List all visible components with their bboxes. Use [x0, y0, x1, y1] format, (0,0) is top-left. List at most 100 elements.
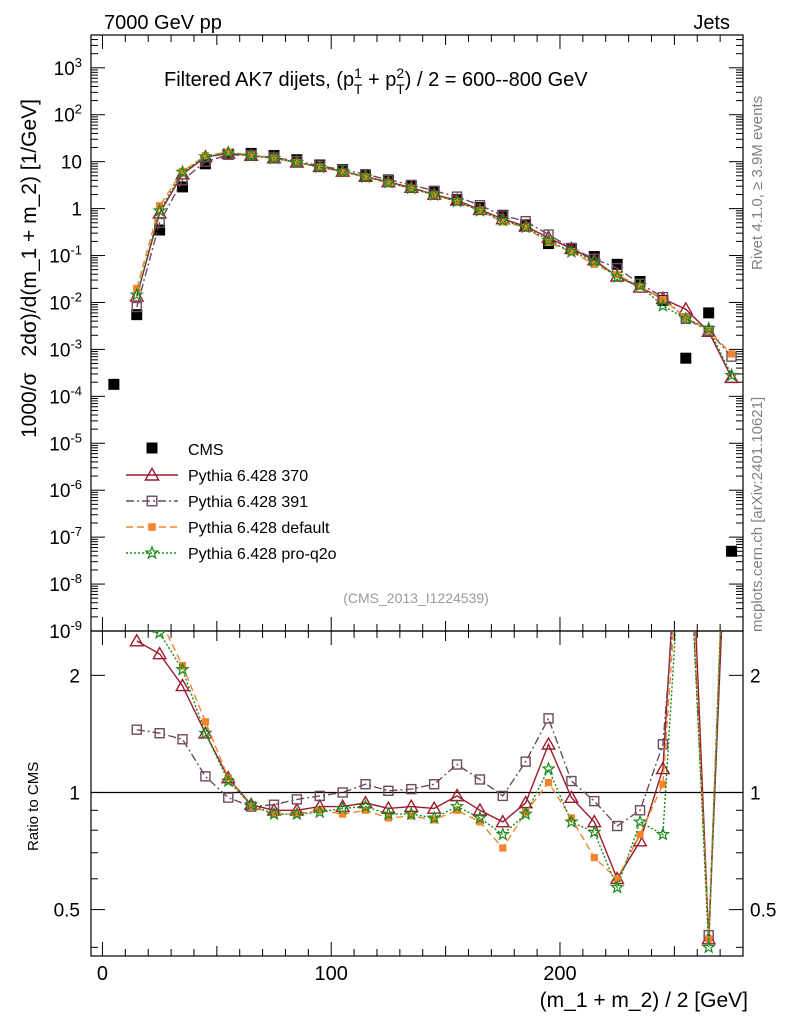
main-plot-frame: [90, 34, 744, 632]
ratio-series-point: [499, 844, 507, 852]
y-tick-mantissa: 10: [54, 106, 75, 127]
series-point: [381, 174, 396, 189]
ratio-series-point: [497, 790, 508, 802]
y-tick-exponent: -2: [70, 289, 82, 304]
cms-point: [680, 352, 692, 364]
ratio-series-point: [361, 806, 370, 814]
ratio-series-point: [200, 771, 211, 782]
ratio-series-point: [360, 779, 371, 790]
ratio-series-point: [358, 798, 373, 813]
ratio-y-tick-label-right: 1: [750, 783, 761, 804]
ratio-series-point: [589, 795, 600, 807]
ratio-series-point: [522, 808, 530, 816]
analysis-tag: (CMS_2013_I1224539): [343, 590, 489, 606]
ratio-series-point: [266, 806, 282, 821]
header-right: Jets: [693, 12, 730, 34]
ratio-series-point: [131, 724, 142, 735]
series-point: [613, 271, 621, 279]
series-point: [727, 350, 736, 358]
series-point: [358, 169, 373, 184]
series-point: [316, 163, 324, 171]
ratio-series-point: [224, 774, 232, 782]
ratio-series-point: [520, 756, 531, 767]
ratio-series-point: [293, 810, 301, 818]
y-tick-exponent: -4: [70, 383, 82, 398]
ratio-series-point: [381, 806, 396, 821]
series-line: [136, 151, 733, 355]
ratio-series-group: [129, 631, 723, 954]
series-point: [129, 287, 144, 302]
ratio-series-point: [177, 734, 188, 745]
y-tick-exponent: 3: [75, 55, 82, 70]
y-tick-mantissa: 10: [54, 59, 75, 80]
y-tick-exponent: -8: [70, 571, 82, 586]
series-point: [335, 163, 350, 178]
series-point: [201, 151, 209, 160]
legend-marker: [146, 495, 158, 507]
series-point: [131, 301, 142, 313]
series-point: [361, 173, 370, 181]
legend-label: Pythia 6.428 391: [188, 494, 308, 511]
cms-point: [131, 309, 143, 321]
y-tick-exponent: -9: [70, 618, 82, 633]
ratio-y-tick-label: 0.5: [54, 901, 80, 922]
series-point: [177, 175, 188, 186]
plot-title: Filtered AK7 dijets, (p1 T + p2 T) / 2 = 6…: [164, 65, 588, 97]
plot-title-sup2: 2: [396, 65, 404, 81]
ratio-series-point: [657, 739, 669, 750]
legend-marker: [148, 523, 156, 531]
x-tick-label: 0: [97, 963, 108, 985]
ratio-series-point: [451, 759, 463, 770]
ratio-series-point: [564, 814, 579, 829]
ratio-series-point: [337, 787, 348, 798]
main-y-axis-ticks: 10-910-810-710-610-510-410-310-210-11101…: [49, 34, 743, 643]
series-point: [678, 311, 694, 325]
series-point: [567, 248, 576, 256]
series-point: [221, 145, 236, 159]
series-line: [136, 154, 733, 358]
y-tick-label: 10-4: [49, 383, 82, 408]
y-tick-exponent: -5: [70, 430, 82, 445]
y-tick-label: 10-5: [49, 430, 82, 455]
ratio-series-line: [136, 631, 722, 936]
x-axis-label: (m_1 + m_2) / 2 [GeV]: [540, 989, 748, 1012]
ratio-y-tick-label-right: 2: [750, 666, 761, 687]
ratio-y-tick-label: 1: [69, 783, 80, 804]
ratio-series-point: [152, 646, 168, 660]
ratio-series-point: [243, 797, 259, 811]
series-point: [564, 244, 579, 259]
series-point: [609, 269, 625, 284]
legend-label: Pythia 6.428 370: [188, 468, 308, 485]
ratio-series-point: [335, 800, 350, 815]
y-tick-label: 10: [61, 153, 82, 174]
cms-point: [154, 224, 166, 236]
legend-marker: [144, 466, 160, 481]
ratio-y-axis-label: Ratio to CMS: [25, 762, 42, 851]
ratio-series-point: [655, 826, 671, 841]
series-point: [472, 203, 488, 217]
ratio-series-point: [541, 736, 557, 750]
series-point: [636, 282, 644, 290]
y-tick-label: 10-1: [49, 243, 82, 268]
y-tick-mantissa: 10: [49, 528, 70, 549]
series-point: [289, 154, 305, 169]
ratio-series-point: [518, 806, 533, 821]
ratio-y-tick-label: 2: [69, 666, 80, 687]
ratio-plot-frame: [90, 630, 744, 957]
y-tick-exponent: 2: [75, 102, 82, 117]
ratio-series-point: [339, 810, 347, 818]
legend: CMS Pythia 6.428 370 Pythia 6.428 391 Pythi…: [126, 442, 337, 563]
main-y-axis-label-a: 1000/σ: [18, 372, 41, 438]
y-tick-exponent: -7: [70, 524, 82, 539]
plot-title-mid: + p: [362, 69, 396, 91]
y-tick-exponent: -3: [70, 336, 82, 351]
series-point: [198, 149, 213, 163]
series-line: [136, 151, 733, 376]
ratio-series-point: [314, 790, 325, 802]
series-point: [701, 320, 716, 335]
series-point: [499, 218, 507, 226]
cms-point: [108, 378, 120, 390]
ratio-series-point: [175, 661, 190, 676]
cms-point: [177, 181, 189, 193]
